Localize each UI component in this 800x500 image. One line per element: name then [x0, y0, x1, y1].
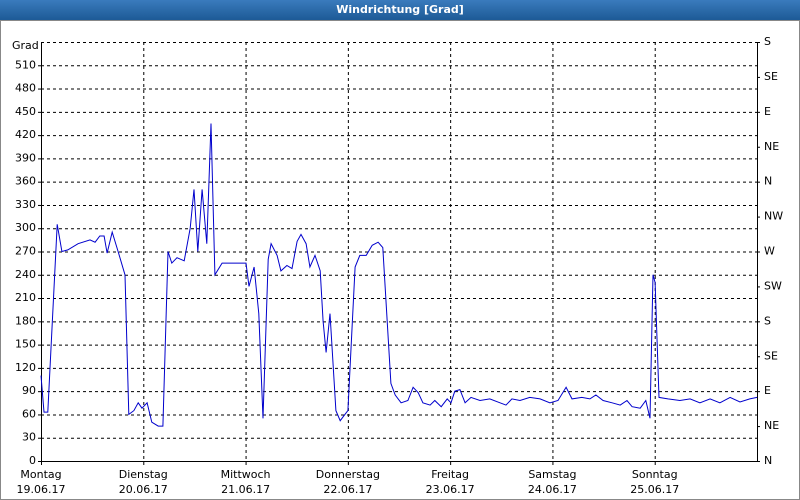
y-tick-label: 390	[15, 151, 36, 164]
y2-tick-label: E	[764, 384, 771, 397]
y2-tick-label: SW	[764, 279, 782, 292]
y-tick-label: 300	[15, 221, 36, 234]
y-axis-label: Grad	[12, 39, 39, 52]
x-tick-label: Montag	[20, 468, 61, 481]
x-tick-date: 24.06.17	[528, 483, 577, 496]
chart-title: Windrichtung [Grad]	[336, 3, 464, 16]
y-tick-label: 480	[15, 82, 36, 95]
y-tick-label: 210	[15, 291, 36, 304]
y-tick-label: 60	[22, 407, 36, 420]
x-tick-label: Mittwoch	[221, 468, 271, 481]
y-tick-label: 330	[15, 198, 36, 211]
x-tick-label: Dienstag	[119, 468, 168, 481]
x-tick-date: 20.06.17	[119, 483, 168, 496]
y2-tick-label: W	[764, 245, 775, 258]
y-tick-label: 180	[15, 314, 36, 327]
y-tick-label: 30	[22, 431, 36, 444]
y2-tick-label: E	[764, 105, 771, 118]
y-tick-label: 360	[15, 175, 36, 188]
x-tick-label: Donnerstag	[316, 468, 380, 481]
y-tick-label: 420	[15, 128, 36, 141]
y-tick-label: 510	[15, 58, 36, 71]
x-tick-label: Samstag	[528, 468, 576, 481]
y-tick-label: 450	[15, 105, 36, 118]
data-line	[40, 123, 758, 427]
y2-tick-label: SE	[764, 349, 778, 362]
x-tick-label: Freitag	[431, 468, 469, 481]
y2-tick-label: S	[764, 314, 771, 327]
y2-tick-label: NW	[764, 210, 783, 223]
y-tick-label: 120	[15, 361, 36, 374]
y-tick-label: 150	[15, 338, 36, 351]
y2-tick-label: NE	[764, 419, 779, 432]
x-tick-date: 25.06.17	[630, 483, 679, 496]
title-bar	[0, 0, 800, 20]
y-tick-label: 270	[15, 245, 36, 258]
x-tick-date: 23.06.17	[426, 483, 475, 496]
y2-tick-label: N	[764, 454, 772, 467]
y2-tick-label: NE	[764, 140, 779, 153]
y-tick-label: 240	[15, 268, 36, 281]
x-tick-date: 21.06.17	[221, 483, 270, 496]
x-tick-date: 22.06.17	[323, 483, 372, 496]
y2-tick-label: N	[764, 175, 772, 188]
x-tick-date: 19.06.17	[17, 483, 66, 496]
x-tick-label: Sonntag	[632, 468, 678, 481]
y2-tick-label: S	[764, 35, 771, 48]
y2-tick-label: SE	[764, 70, 778, 83]
y-tick-label: 90	[22, 384, 36, 397]
y-tick-label: 0	[29, 454, 36, 467]
